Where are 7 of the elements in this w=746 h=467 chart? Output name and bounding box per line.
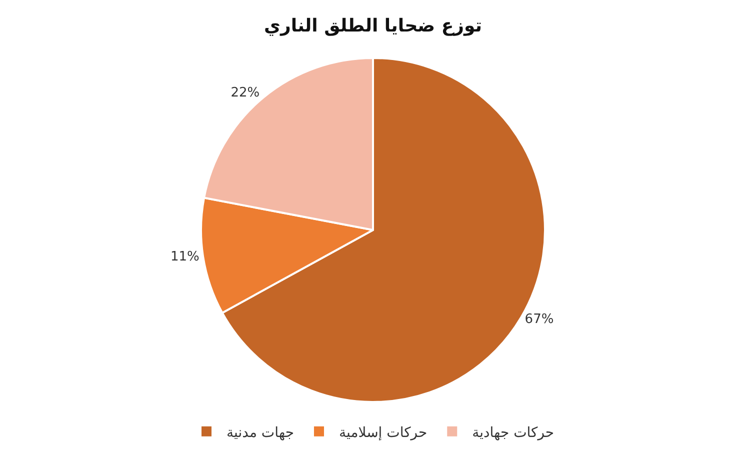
legend-label: حركات إسلامية — [338, 424, 428, 441]
legend-label: حركات جهادية — [472, 424, 554, 441]
data-label: 22% — [230, 86, 260, 101]
chart-title: توزع ضحايا الطلق الناري — [264, 15, 482, 36]
data-label: 11% — [170, 250, 200, 265]
data-label: 67% — [524, 312, 554, 327]
legend-label: جهات مدنية — [226, 424, 294, 441]
